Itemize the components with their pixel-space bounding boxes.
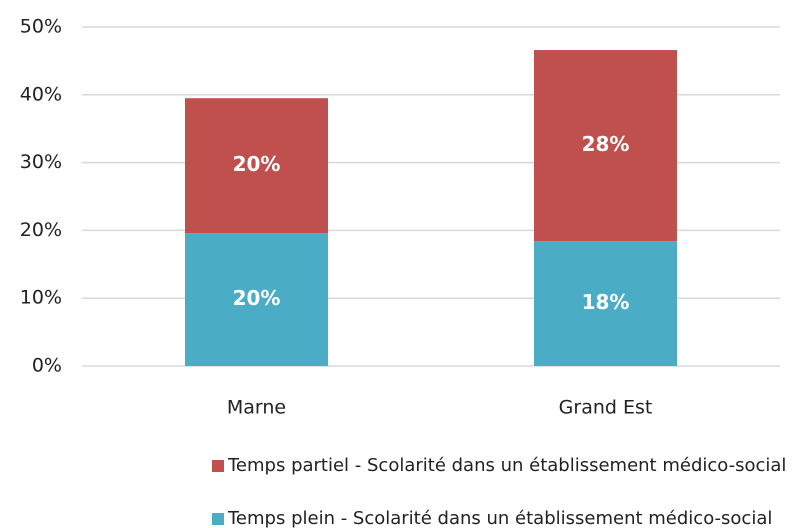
data-label: 20% bbox=[233, 152, 281, 176]
y-tick-label: 40% bbox=[20, 83, 62, 105]
legend-swatch bbox=[212, 513, 224, 525]
x-tick-label: Marne bbox=[227, 397, 286, 419]
data-label: 18% bbox=[582, 290, 630, 314]
x-tick-label: Grand Est bbox=[559, 397, 653, 419]
data-label: 28% bbox=[582, 132, 630, 156]
y-tick-label: 20% bbox=[20, 219, 62, 241]
data-label: 20% bbox=[233, 286, 281, 310]
legend-label: Temps partiel - Scolarité dans un établi… bbox=[227, 455, 786, 476]
bar-segment bbox=[185, 98, 328, 234]
y-tick-label: 50% bbox=[20, 16, 62, 38]
legend-label: Temps plein - Scolarité dans un établiss… bbox=[227, 508, 772, 528]
bar-segment bbox=[534, 50, 677, 242]
bar-segment bbox=[534, 241, 677, 366]
legend-swatch bbox=[212, 460, 224, 472]
bar-segment bbox=[185, 233, 328, 366]
y-tick-label: 10% bbox=[20, 287, 62, 309]
y-tick-label: 0% bbox=[32, 355, 62, 377]
y-tick-label: 30% bbox=[20, 151, 62, 173]
